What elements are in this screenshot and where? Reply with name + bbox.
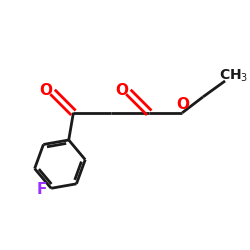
Text: O: O — [176, 97, 189, 112]
Text: O: O — [115, 83, 128, 98]
Text: F: F — [37, 182, 47, 197]
Text: O: O — [39, 83, 52, 98]
Text: CH$_3$: CH$_3$ — [219, 68, 248, 84]
